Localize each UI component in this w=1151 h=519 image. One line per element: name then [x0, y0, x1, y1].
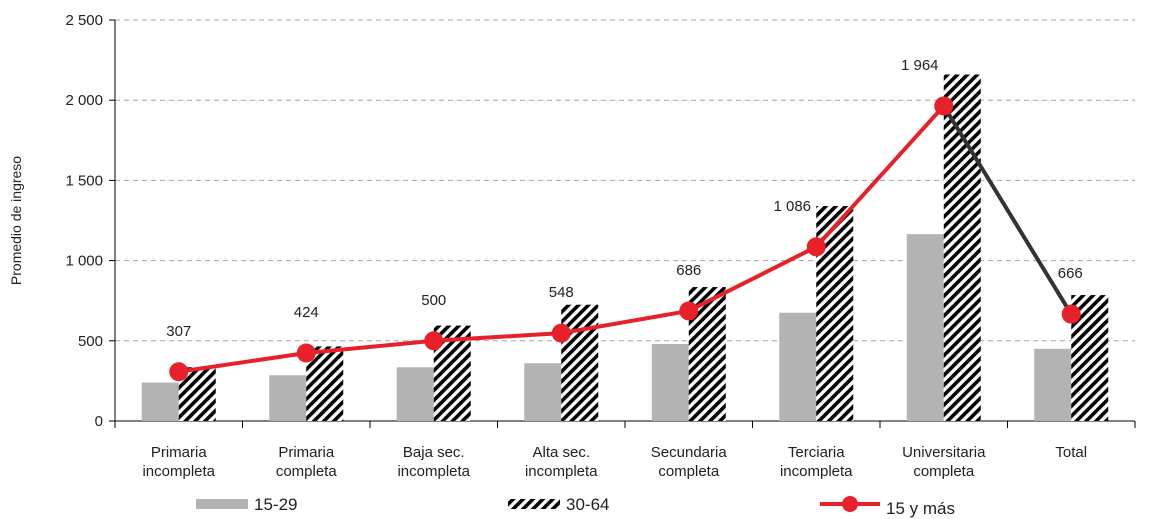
line-segment-15-y-mas — [304, 338, 436, 355]
x-category-label: incompleta — [525, 463, 598, 480]
bars — [141, 74, 1109, 421]
data-label-15-y-mas: 424 — [294, 304, 319, 321]
bar-15-29 — [779, 312, 817, 421]
point-15-y-mas — [679, 301, 699, 321]
bar-15-29 — [141, 382, 179, 421]
x-category-label: incompleta — [780, 463, 853, 480]
legend-marker-15-y-mas — [842, 496, 858, 512]
bar-15-29 — [396, 367, 434, 421]
data-label-15-y-mas: 666 — [1058, 265, 1083, 282]
x-category-label: Terciaria — [788, 444, 845, 461]
bar-15-29 — [906, 234, 944, 421]
y-tick-label: 500 — [78, 333, 103, 350]
bar-15-29 — [1034, 348, 1072, 421]
bar-15-29 — [269, 375, 307, 421]
y-axis-title: Promedio de ingreso — [8, 156, 24, 285]
legend: 15-29 30-64 15 y más — [196, 495, 955, 518]
data-label-15-y-mas: 307 — [166, 323, 191, 340]
gridlines — [115, 19, 1135, 342]
point-15-y-mas — [1061, 304, 1081, 324]
x-category-label: incompleta — [142, 463, 215, 480]
data-label-15-y-mas: 1 086 — [773, 198, 811, 215]
line-segment-15-y-mas — [559, 308, 691, 336]
x-category-label: Primaria — [278, 444, 334, 461]
bar-15-29 — [651, 344, 689, 421]
legend-swatch-30-64 — [508, 499, 560, 509]
x-category-label: incompleta — [397, 463, 470, 480]
legend-label-15-29: 15-29 — [254, 495, 297, 514]
point-15-y-mas — [934, 96, 954, 116]
legend-swatch-15-29 — [196, 499, 248, 509]
y-tick-label: 2 000 — [65, 92, 103, 109]
legend-label-15-y-mas: 15 y más — [886, 499, 955, 518]
x-category-label: completa — [276, 463, 338, 480]
data-label-15-y-mas: 686 — [676, 262, 701, 279]
labels: 307 424 500 548 686 1 086 1 964 666 — [166, 57, 1083, 340]
bar-30-64 — [561, 304, 599, 421]
y-tick-label: 1 000 — [65, 253, 103, 270]
line-segment-15-y-mas — [176, 350, 309, 374]
x-category-label: completa — [658, 463, 720, 480]
y-tick-label: 2 500 — [65, 12, 103, 29]
x-category-label: Alta sec. — [532, 444, 590, 461]
point-15-y-mas — [424, 331, 444, 351]
data-label-15-y-mas: 548 — [549, 284, 574, 301]
data-label-15-y-mas: 500 — [421, 292, 446, 309]
x-category-label: Total — [1055, 444, 1087, 461]
legend-label-30-64: 30-64 — [566, 495, 609, 514]
bar-30-64 — [943, 74, 981, 421]
bar-15-29 — [524, 363, 562, 421]
point-15-y-mas — [296, 343, 316, 363]
x-category-label: completa — [913, 463, 975, 480]
line-series — [169, 96, 1081, 382]
line-segment-15-y-mas — [431, 331, 564, 343]
point-15-y-mas — [806, 237, 826, 257]
x-category-label: Primaria — [151, 444, 207, 461]
line-segment-15-y-mas — [686, 244, 819, 313]
data-label-15-y-mas: 1 964 — [901, 57, 939, 74]
y-tick-label: 0 — [95, 413, 103, 430]
y-tick-label: 1 500 — [65, 172, 103, 189]
x-category-label: Baja sec. — [403, 444, 465, 461]
point-15-y-mas — [169, 362, 189, 382]
point-15-y-mas — [551, 323, 571, 343]
line-segment-15-y-mas — [941, 103, 1074, 317]
x-category-label: Universitaria — [902, 444, 986, 461]
line-segment-15-y-mas — [814, 103, 946, 249]
x-category-label: Secundaria — [651, 444, 728, 461]
